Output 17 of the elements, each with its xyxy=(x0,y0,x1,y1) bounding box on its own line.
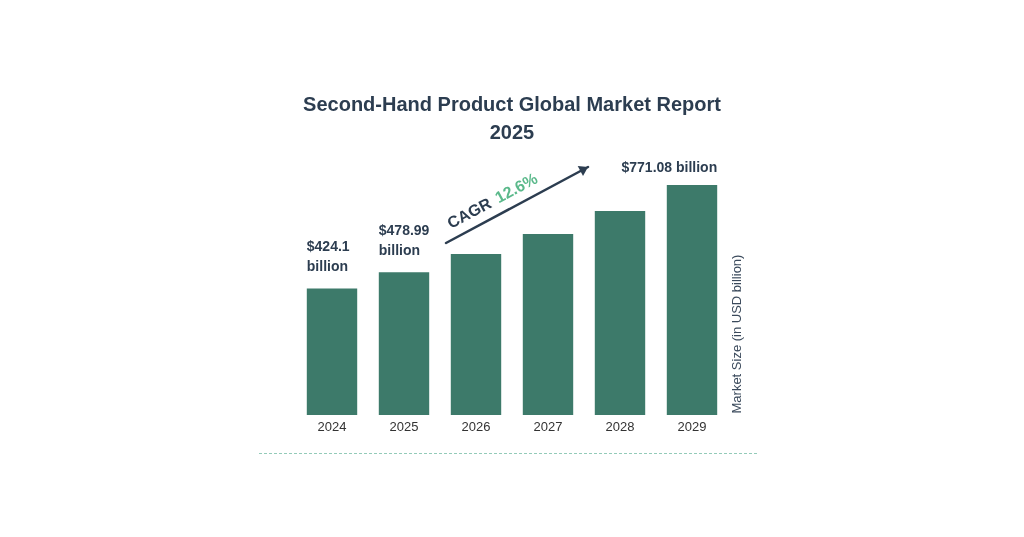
x-tick-label: 2029 xyxy=(677,418,707,434)
bar xyxy=(594,210,646,415)
bar xyxy=(306,288,358,415)
bar xyxy=(450,253,502,415)
x-tick-label: 2024 xyxy=(317,418,347,434)
y-axis-title: Market Size (in USD billion) xyxy=(728,254,744,414)
x-tick-label: 2028 xyxy=(605,418,635,434)
chart-title: Second-Hand Product Global Market Report 2025 xyxy=(303,93,722,143)
x-tick-label: 2025 xyxy=(389,418,419,434)
bar xyxy=(522,233,574,415)
data-label: $424.1 billion xyxy=(306,238,350,275)
data-label: $478.99 billion xyxy=(378,222,430,259)
bar xyxy=(378,272,430,415)
x-tick-label: 2027 xyxy=(533,418,563,434)
data-label: $771.08 billion xyxy=(621,159,718,175)
x-tick-label: 2026 xyxy=(461,418,491,434)
bar xyxy=(666,185,718,415)
